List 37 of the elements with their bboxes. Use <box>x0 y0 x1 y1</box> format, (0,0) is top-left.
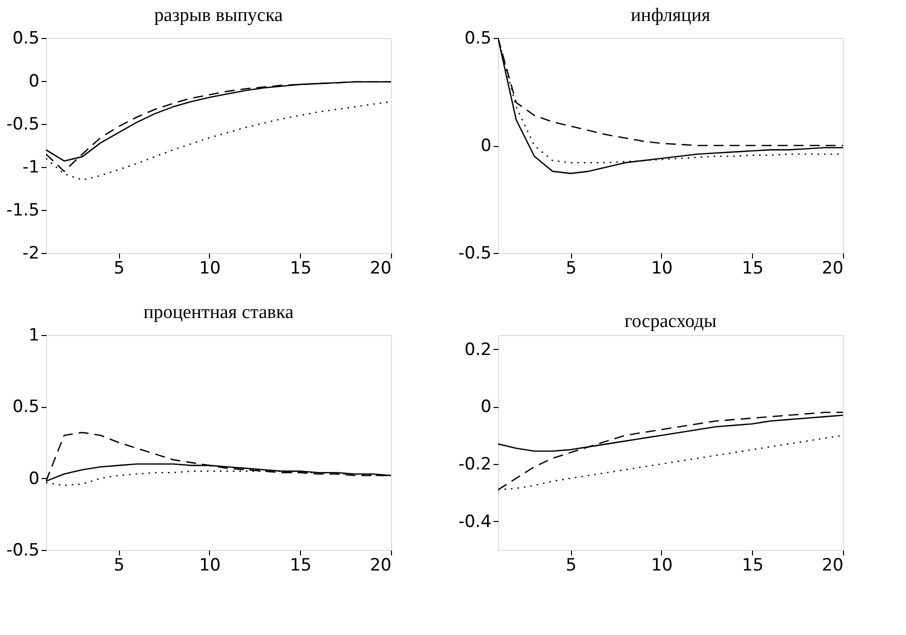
chart-title: инфляция <box>630 5 710 26</box>
x-tick-label: 20 <box>822 258 844 278</box>
chart-title: процентная ставка <box>143 302 294 323</box>
y-tick-label: 0.5 <box>12 28 40 48</box>
x-tick-label: 10 <box>199 556 221 576</box>
x-tick-label: 20 <box>822 556 844 576</box>
y-tick-label: -1.5 <box>6 200 40 220</box>
y-tick-label: -1 <box>22 158 40 178</box>
y-tick-label: 0 <box>28 468 40 489</box>
x-tick-label: 20 <box>370 258 392 278</box>
chart-title: разрыв выпуска <box>154 5 284 26</box>
y-tick-label: 0.2 <box>464 340 492 360</box>
x-tick-label: 20 <box>370 556 392 576</box>
y-tick-label: 0.5 <box>12 397 40 418</box>
x-tick-label: 5 <box>114 258 125 278</box>
y-tick-label: 0 <box>28 72 40 92</box>
x-tick-label: 15 <box>290 258 312 278</box>
y-tick-label: 0.5 <box>464 28 492 48</box>
y-tick-label: 0 <box>480 136 492 156</box>
y-tick-label: 0 <box>480 397 492 418</box>
y-tick-label: -0.5 <box>6 540 40 560</box>
chart-title: госрасходы <box>624 311 717 332</box>
y-tick-label: -0.2 <box>458 454 492 474</box>
x-tick-label: 5 <box>566 556 577 576</box>
x-tick-label: 15 <box>742 258 764 278</box>
x-tick-label: 15 <box>290 556 312 576</box>
x-tick-label: 15 <box>742 556 764 576</box>
y-tick-label: -0.5 <box>6 114 40 134</box>
x-tick-label: 5 <box>566 258 577 278</box>
x-tick-label: 10 <box>651 258 673 278</box>
x-tick-label: 10 <box>651 556 673 576</box>
y-tick-label: -0.4 <box>458 512 492 532</box>
y-tick-label: -0.5 <box>458 244 492 264</box>
y-tick-label: 1 <box>28 326 40 346</box>
x-tick-label: 10 <box>199 258 221 278</box>
y-tick-label: -2 <box>22 244 40 264</box>
x-tick-label: 5 <box>114 556 125 576</box>
